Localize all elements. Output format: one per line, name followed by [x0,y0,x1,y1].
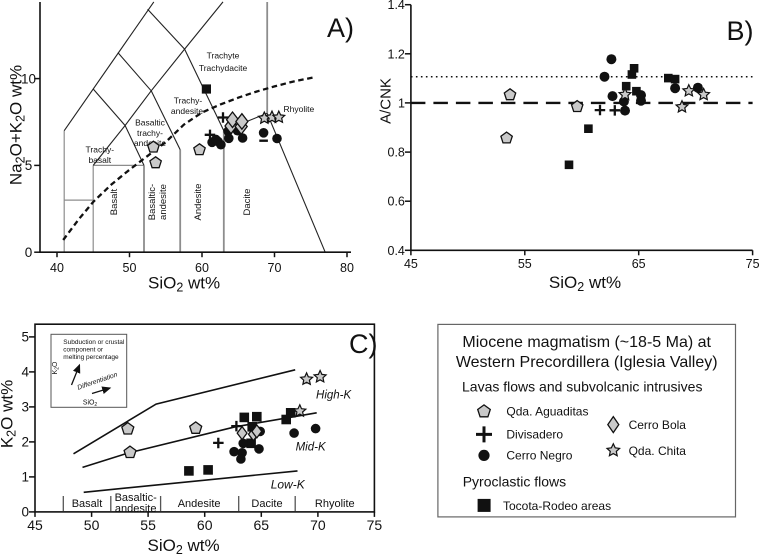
svg-text:B): B) [727,16,754,46]
svg-text:Cerro Negro: Cerro Negro [506,449,572,463]
svg-text:K2O wt%: K2O wt% [0,380,19,448]
svg-text:Qda. Aguaditas: Qda. Aguaditas [506,405,588,419]
svg-text:A/CNK: A/CNK [378,78,395,124]
svg-text:2: 2 [21,435,29,450]
svg-text:60: 60 [197,517,213,533]
svg-text:1: 1 [398,96,405,110]
svg-text:Pyroclastic flows: Pyroclastic flows [463,474,566,490]
svg-text:10: 10 [21,71,36,86]
svg-text:Dacite: Dacite [242,189,253,216]
svg-text:A): A) [327,13,354,43]
svg-text:55: 55 [518,257,532,271]
svg-text:Rhyolite: Rhyolite [315,498,355,510]
svg-text:K2O: K2O [52,361,60,374]
svg-text:andesite: andesite [171,106,203,116]
svg-text:Cerro Bola: Cerro Bola [629,418,687,432]
svg-text:Tocota-Rodeo areas: Tocota-Rodeo areas [503,499,611,513]
svg-text:0: 0 [25,245,33,260]
svg-text:melting percentage: melting percentage [63,354,119,361]
svg-text:1.2: 1.2 [388,47,405,61]
svg-text:Western Precordillera (Iglesia: Western Precordillera (Iglesia Valley) [456,354,718,371]
svg-text:component or: component or [63,347,104,354]
svg-text:40: 40 [50,261,64,275]
svg-text:trachy-: trachy- [137,128,163,138]
svg-text:Andesite: Andesite [178,498,221,510]
svg-text:45: 45 [27,517,43,533]
svg-text:Basaltic-: Basaltic- [115,492,158,504]
svg-text:0: 0 [21,505,29,520]
svg-text:Subduction or crustal: Subduction or crustal [63,339,125,346]
svg-text:Divisadero: Divisadero [506,428,563,442]
svg-text:65: 65 [254,517,270,533]
svg-text:65: 65 [632,257,646,271]
svg-text:55: 55 [140,517,156,533]
svg-text:SiO2 wt%: SiO2 wt% [148,536,220,554]
svg-text:60: 60 [195,261,209,275]
svg-text:50: 50 [123,261,137,275]
svg-text:SiO2 wt%: SiO2 wt% [148,274,220,295]
svg-text:Trachyte: Trachyte [207,51,240,61]
svg-text:C): C) [349,329,378,359]
svg-text:andesite: andesite [158,184,169,220]
svg-text:Basalt: Basalt [72,498,103,510]
svg-text:50: 50 [84,517,100,533]
svg-text:Miocene magmatism (~18-5 Ma) a: Miocene magmatism (~18-5 Ma) at [462,334,711,351]
svg-text:basalt: basalt [88,155,111,165]
svg-text:SiO2 wt%: SiO2 wt% [549,273,621,294]
svg-text:70: 70 [310,517,326,533]
svg-text:0.8: 0.8 [388,146,405,160]
svg-text:80: 80 [340,261,354,275]
svg-text:High-K: High-K [316,389,352,401]
svg-text:Trachy-: Trachy- [174,96,203,106]
svg-text:Mid-K: Mid-K [296,442,327,454]
svg-text:0.4: 0.4 [388,244,405,258]
svg-text:Basalt: Basalt [109,188,120,215]
svg-text:4: 4 [21,365,29,380]
svg-text:45: 45 [404,257,418,271]
svg-text:Basaltic-: Basaltic- [147,184,158,220]
svg-text:75: 75 [746,257,760,271]
svg-text:Na2O+K2O wt%: Na2O+K2O wt% [7,65,28,185]
svg-text:Basaltic: Basaltic [135,118,166,128]
svg-text:Rhyolite: Rhyolite [284,104,315,114]
svg-text:70: 70 [268,261,282,275]
svg-text:3: 3 [21,400,29,415]
svg-text:Lavas flows and subvolcanic in: Lavas flows and subvolcanic intrusives [462,379,702,395]
svg-text:5: 5 [21,330,29,345]
svg-text:1.4: 1.4 [388,0,405,12]
svg-text:Dacite: Dacite [251,498,282,510]
svg-text:75: 75 [367,517,383,533]
svg-text:5: 5 [25,158,33,173]
svg-text:0.6: 0.6 [388,195,405,209]
svg-text:andesite: andesite [115,503,157,515]
svg-text:SiO2: SiO2 [83,400,98,408]
svg-text:1: 1 [21,470,29,485]
svg-text:Trachydacite: Trachydacite [199,63,248,73]
svg-text:Trachy-: Trachy- [86,144,115,154]
svg-text:Low-K: Low-K [271,478,306,492]
svg-text:Qda. Chita: Qda. Chita [629,444,687,458]
svg-text:Andesite: Andesite [193,184,204,221]
